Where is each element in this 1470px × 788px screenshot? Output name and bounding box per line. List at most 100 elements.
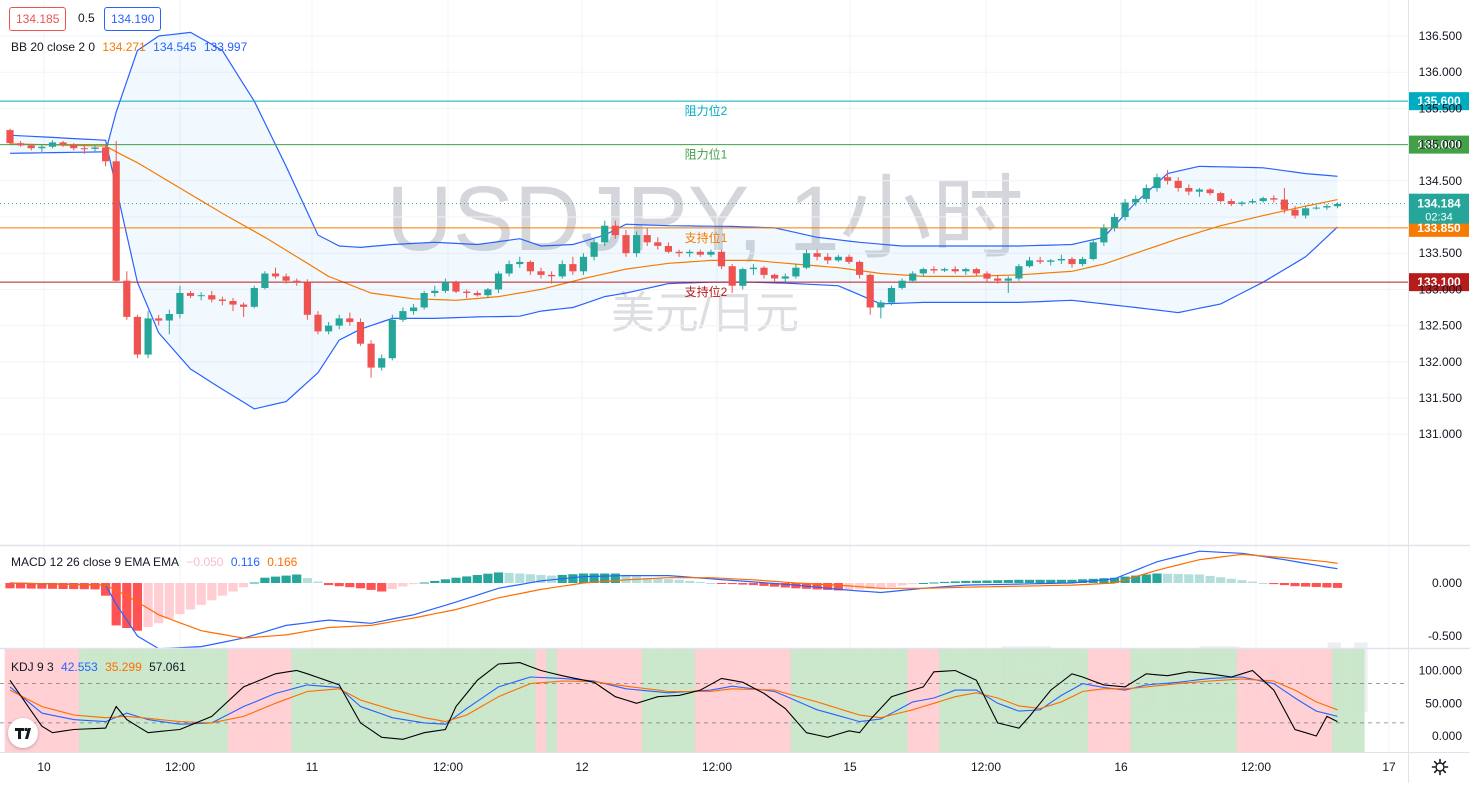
candle[interactable] (102, 145, 110, 167)
macd-legend[interactable]: MACD 12 26 close 9 EMA EMA −0.050 0.116 … (11, 555, 301, 569)
candle[interactable] (1312, 205, 1320, 210)
candle[interactable] (1132, 195, 1140, 207)
candle[interactable] (856, 260, 864, 279)
candle[interactable] (1174, 177, 1182, 192)
candle[interactable] (144, 311, 152, 359)
candle[interactable] (579, 253, 588, 275)
candle[interactable] (611, 220, 619, 239)
candle[interactable] (1291, 206, 1299, 219)
candle[interactable] (569, 256, 577, 275)
candle[interactable] (834, 254, 842, 262)
candle[interactable] (749, 264, 757, 275)
candle[interactable] (1302, 206, 1310, 219)
candle[interactable] (133, 314, 141, 359)
candle[interactable] (1185, 184, 1193, 196)
bid-price-box[interactable]: 134.185 (9, 7, 67, 31)
candle[interactable] (70, 143, 78, 151)
candle[interactable] (494, 271, 503, 294)
candle[interactable] (972, 267, 980, 277)
candle[interactable] (27, 143, 35, 151)
candle[interactable] (643, 227, 651, 246)
candle[interactable] (335, 314, 343, 330)
candle[interactable] (1079, 256, 1087, 267)
candle[interactable] (802, 249, 811, 270)
candle[interactable] (983, 271, 991, 283)
settings-button[interactable] (1430, 757, 1450, 777)
candle[interactable] (633, 231, 641, 257)
candle[interactable] (1100, 224, 1108, 246)
candle[interactable] (356, 318, 365, 346)
ask-price-box[interactable]: 134.190 (104, 7, 162, 31)
candle[interactable] (123, 271, 131, 320)
candle[interactable] (38, 144, 46, 152)
candle[interactable] (346, 312, 354, 326)
candle[interactable] (261, 271, 269, 290)
candle[interactable] (1323, 203, 1331, 210)
candle[interactable] (1015, 264, 1023, 281)
candle[interactable] (410, 303, 418, 315)
tradingview-logo[interactable] (8, 718, 38, 748)
candle[interactable] (930, 266, 938, 274)
candle[interactable] (887, 285, 896, 306)
candle[interactable] (994, 274, 1002, 284)
candle[interactable] (1227, 198, 1235, 207)
candle[interactable] (717, 249, 726, 270)
candle[interactable] (59, 140, 67, 147)
candle[interactable] (6, 128, 14, 145)
candle[interactable] (824, 253, 832, 265)
candle[interactable] (250, 285, 258, 309)
candle[interactable] (197, 292, 205, 301)
candle[interactable] (1195, 188, 1203, 197)
candle[interactable] (813, 249, 821, 261)
bb-legend[interactable]: BB 20 close 2 0 134.271 134.545 133.997 (11, 40, 251, 54)
candle[interactable] (622, 230, 630, 257)
candle[interactable] (399, 307, 407, 322)
candle[interactable] (17, 140, 25, 147)
candle[interactable] (1142, 184, 1150, 203)
candle[interactable] (1004, 276, 1012, 294)
candle[interactable] (441, 278, 449, 294)
candle[interactable] (48, 140, 57, 149)
candle[interactable] (463, 289, 471, 299)
candle[interactable] (537, 267, 545, 279)
candle[interactable] (1068, 256, 1076, 268)
candle[interactable] (1333, 202, 1342, 209)
candle[interactable] (314, 311, 322, 335)
kdj-legend[interactable]: KDJ 9 3 42.553 35.299 57.061 (11, 660, 190, 674)
candle[interactable] (1270, 195, 1278, 203)
candle[interactable] (1121, 198, 1129, 221)
candle[interactable] (176, 285, 184, 319)
candle[interactable] (686, 249, 694, 257)
candle[interactable] (707, 249, 715, 257)
candle[interactable] (696, 249, 704, 257)
candle[interactable] (155, 314, 163, 326)
candle[interactable] (1057, 254, 1065, 265)
candle[interactable] (919, 267, 927, 277)
candle[interactable] (420, 290, 428, 310)
candle[interactable] (845, 254, 853, 265)
candle[interactable] (526, 260, 534, 275)
candle[interactable] (452, 280, 460, 294)
candle[interactable] (654, 237, 662, 250)
candle[interactable] (771, 273, 779, 283)
candle[interactable] (590, 238, 598, 261)
candle[interactable] (739, 267, 747, 290)
candle[interactable] (941, 267, 949, 273)
candle[interactable] (781, 273, 789, 283)
candle[interactable] (962, 267, 970, 275)
candle[interactable] (388, 314, 396, 361)
candle[interactable] (367, 340, 375, 378)
candle[interactable] (1164, 169, 1172, 185)
candle[interactable] (431, 285, 439, 297)
candle[interactable] (1153, 173, 1161, 192)
candle[interactable] (898, 278, 906, 290)
candle[interactable] (80, 145, 88, 155)
candle[interactable] (866, 273, 874, 315)
candle[interactable] (91, 145, 99, 152)
candle[interactable] (1217, 191, 1225, 203)
candle[interactable] (1047, 258, 1055, 266)
candle[interactable] (1089, 238, 1097, 261)
candle[interactable] (271, 267, 280, 279)
